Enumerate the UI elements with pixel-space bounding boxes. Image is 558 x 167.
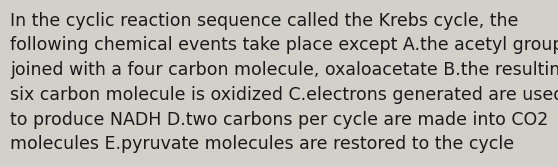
Text: In the cyclic reaction sequence called the Krebs cycle, the: In the cyclic reaction sequence called t… [10,12,518,30]
Text: six carbon molecule is oxidized C.electrons generated are used: six carbon molecule is oxidized C.electr… [10,86,558,104]
Text: joined with a four carbon molecule, oxaloacetate B.the resulting: joined with a four carbon molecule, oxal… [10,61,558,79]
Text: molecules E.pyruvate molecules are restored to the cycle: molecules E.pyruvate molecules are resto… [10,135,514,153]
Text: to produce NADH D.two carbons per cycle are made into CO2: to produce NADH D.two carbons per cycle … [10,111,549,129]
Text: following chemical events take place except A.the acetyl group is: following chemical events take place exc… [10,36,558,54]
